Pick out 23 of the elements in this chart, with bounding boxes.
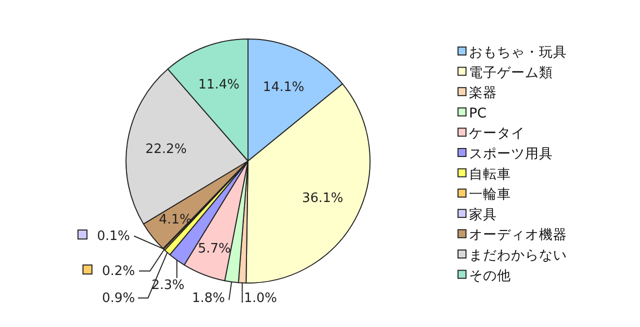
data-label: 1.8% — [192, 291, 225, 306]
legend-label: その他 — [469, 268, 511, 284]
legend-label: 楽器 — [469, 85, 497, 102]
data-label: 36.1% — [302, 191, 344, 206]
data-label: 1.0% — [244, 291, 278, 306]
legend-label: オーディオ機器 — [469, 227, 567, 244]
legend-label: 自転車 — [469, 166, 511, 182]
legend-label: PC — [469, 105, 487, 122]
legend-label: スポーツ用具 — [469, 146, 553, 162]
data-label: 5.7% — [198, 241, 231, 256]
data-label: 0.1% — [96, 229, 130, 244]
data-label: 0.2% — [102, 264, 135, 279]
data-label: 22.2% — [145, 142, 187, 158]
legend-label: 電子ゲーム類 — [469, 64, 553, 81]
data-label: 11.4% — [198, 77, 240, 92]
data-label: 14.1% — [262, 80, 304, 96]
data-label: 0.9% — [102, 291, 135, 306]
legend-label: 一輪車 — [469, 186, 511, 203]
legend-label: まだわからない — [469, 248, 567, 264]
data-label: 2.3% — [151, 278, 185, 293]
legend-label: 家具 — [469, 206, 497, 223]
legend-label: おもちゃ・玩具 — [469, 44, 567, 60]
legend-label: ケータイ — [469, 126, 525, 142]
